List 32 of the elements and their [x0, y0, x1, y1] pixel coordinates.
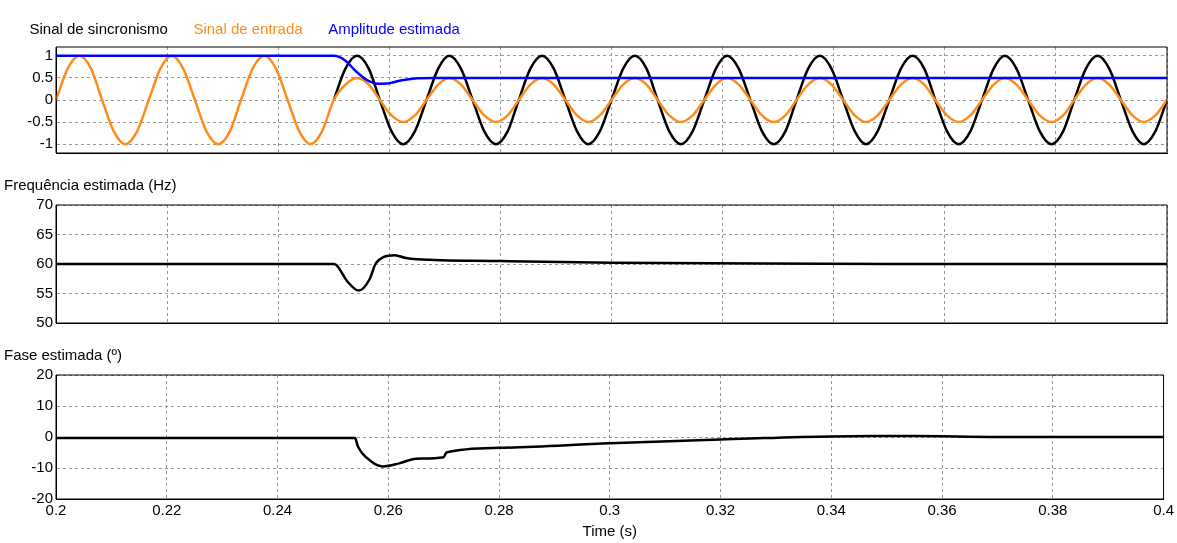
x-tick-label: 0.26 — [373, 501, 403, 519]
y-tick-label: 60 — [36, 254, 53, 272]
y-tick-label: -0.5 — [27, 112, 53, 130]
y-tick-label: 55 — [36, 283, 53, 301]
y-tick-label: 1 — [44, 45, 53, 63]
x-tick-label: 0.38 — [1038, 501, 1068, 519]
chart-title: Frequência estimada (Hz) — [4, 176, 177, 194]
y-tick-label: 10 — [36, 396, 53, 414]
y-tick-label: 0 — [44, 427, 53, 445]
series-label: Sinal de entrada — [193, 19, 304, 37]
x-tick-label: 0.28 — [484, 501, 514, 519]
x-tick-label: 0.3 — [599, 501, 621, 519]
x-tick-label: 0.32 — [705, 501, 736, 519]
text: Sinal de sincronismo — [29, 19, 168, 37]
series-label: Amplitude estimada — [328, 19, 461, 37]
line-series — [56, 54, 1167, 146]
y-tick-label: 0.5 — [32, 68, 53, 86]
y-tick-label: 0 — [44, 90, 53, 108]
y-tick-label: -1 — [39, 134, 53, 152]
x-tick-label: 0.24 — [262, 501, 293, 519]
x-tick-label: 0.4 — [1153, 501, 1174, 519]
y-tick-label: 70 — [36, 195, 53, 213]
chart-title: Fase estimada (º) — [4, 346, 123, 364]
y-tick-label: 20 — [36, 365, 53, 383]
line-series — [56, 54, 1167, 85]
x-axis-title: Time (s) — [582, 522, 638, 540]
y-tick-label: -10 — [31, 458, 53, 476]
x-tick-label: 0.36 — [927, 501, 957, 519]
y-tick-label: 65 — [36, 224, 53, 242]
x-tick-label: 0.34 — [816, 501, 846, 519]
x-tick-label: 0.22 — [152, 501, 182, 519]
y-tick-label: 50 — [36, 313, 53, 331]
